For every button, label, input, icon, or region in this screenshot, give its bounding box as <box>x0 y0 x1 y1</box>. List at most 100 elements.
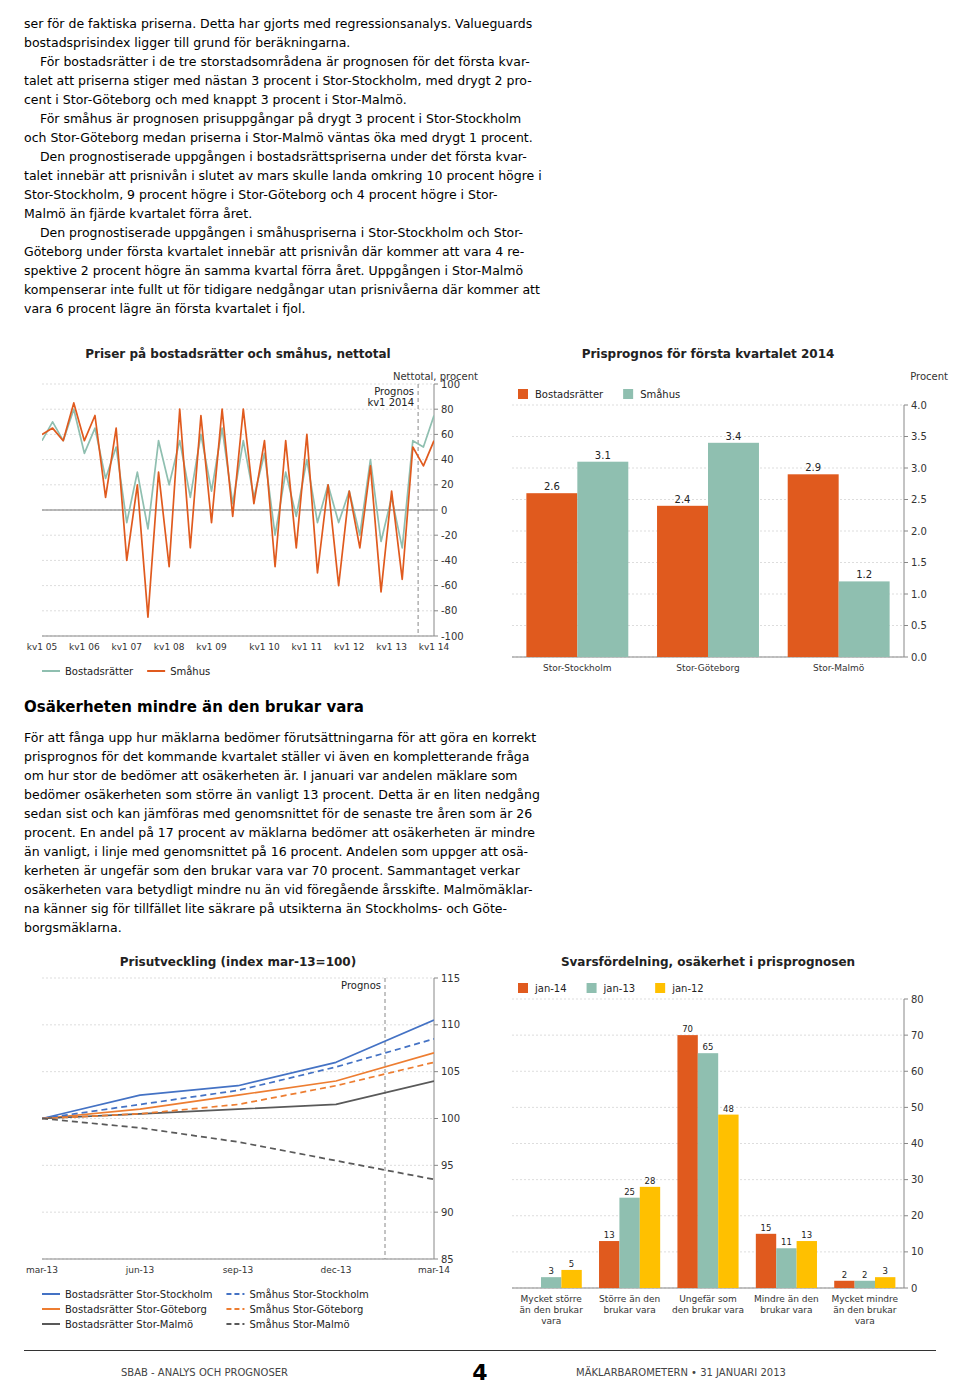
data-label: 2.4 <box>675 494 691 505</box>
bar <box>776 1248 796 1288</box>
y-tick-label: 0.5 <box>911 620 927 631</box>
data-label: 2.9 <box>805 462 821 473</box>
legend-item: Bostadsrätter Stor-Göteborg <box>42 1304 207 1315</box>
chart-title: Prisutveckling (index mar-13=100) <box>120 955 356 969</box>
grid-line <box>42 636 434 637</box>
y-tick <box>434 384 438 385</box>
footer-number: 4 <box>430 1360 530 1385</box>
legend-swatch <box>226 1308 244 1310</box>
y-axis <box>904 405 905 657</box>
legend-item: Bostadsrätter Stor-Malmö <box>42 1319 193 1330</box>
legend-label: Småhus Stor-Stockholm <box>249 1288 368 1300</box>
bar <box>875 1277 895 1288</box>
legend: Bostadsrätter Småhus <box>518 388 680 400</box>
grid-line <box>42 409 434 410</box>
series-line <box>42 1081 434 1118</box>
x-tick-label: kv1 08 <box>154 642 185 652</box>
y-tick-label: 110 <box>441 1019 460 1030</box>
legend: Bostadsrätter Småhus <box>42 665 210 677</box>
text-line: Malmö än fjärde kvartalet förra året. <box>24 204 936 223</box>
text-line: osäkerheten vara betydligt mindre nu än … <box>24 880 936 899</box>
y-tick-label: 95 <box>441 1160 454 1171</box>
x-tick-label: Mycket störreän den brukarvara <box>520 1294 584 1326</box>
y-tick <box>434 636 438 637</box>
y-tick-label: 80 <box>441 404 454 415</box>
y-tick <box>434 434 438 435</box>
grid-line <box>42 1024 434 1025</box>
page: ser för de faktiska priserna. Detta har … <box>0 0 960 1400</box>
bar <box>526 493 577 657</box>
y-axis-label: Nettotal, procent <box>393 371 478 382</box>
y-tick-label: 115 <box>441 973 460 984</box>
plot-area <box>541 1035 895 1288</box>
chart-title: Svarsfördelning, osäkerhet i prisprognos… <box>561 955 855 969</box>
y-tick <box>904 562 908 563</box>
annotation: Prognos <box>341 980 381 991</box>
grid-line <box>42 560 434 561</box>
legend-label: Bostadsrätter <box>65 666 134 677</box>
legend-swatch <box>42 670 60 672</box>
legend-swatch <box>42 1323 60 1325</box>
bar <box>599 1241 619 1288</box>
legend-swatch <box>655 983 665 993</box>
bar <box>521 1288 541 1289</box>
data-label: 3 <box>882 1266 887 1276</box>
bar <box>788 474 839 657</box>
y-axis <box>434 384 435 636</box>
zero-line <box>42 510 434 511</box>
legend-item: jan-13 <box>587 983 636 994</box>
bar <box>640 1187 660 1288</box>
data-label: 25 <box>624 1187 635 1197</box>
grid-line <box>42 434 434 435</box>
data-label: 65 <box>703 1042 714 1052</box>
y-tick <box>904 1107 908 1108</box>
y-tick-label: 40 <box>441 454 454 465</box>
legend-item: Småhus <box>623 388 680 400</box>
y-tick-label: 50 <box>911 1102 924 1113</box>
legend-label: Småhus <box>170 665 210 677</box>
y-tick-label: 3.5 <box>911 431 927 442</box>
x-tick-label: Ungefär somden brukar vara <box>672 1294 744 1315</box>
grid-line <box>42 1071 434 1072</box>
text-line: sedan sist och kan jämföras med genomsni… <box>24 804 936 823</box>
legend-label: jan-14 <box>534 983 567 994</box>
y-tick <box>434 1259 438 1260</box>
x-tick-label: kv1 07 <box>111 642 142 652</box>
x-tick-label: Stor-Malmö <box>813 663 865 673</box>
data-label: 11 <box>781 1237 792 1247</box>
y-tick-label: 85 <box>441 1254 454 1265</box>
legend-item: jan-14 <box>518 983 567 994</box>
legend-swatch <box>147 670 165 672</box>
grid-line <box>512 1035 904 1036</box>
grid-line <box>42 1118 434 1119</box>
y-tick-label: -40 <box>441 555 457 566</box>
text-line: Den prognostiserade uppgången i bostadsr… <box>24 147 936 166</box>
legend-label: Bostadsrätter Stor-Göteborg <box>65 1304 207 1315</box>
y-tick <box>904 1288 908 1289</box>
text-line: För bostadsrätter i de tre storstadsområ… <box>24 52 936 71</box>
plot-area <box>42 384 434 636</box>
data-label: 3 <box>548 1266 553 1276</box>
y-tick <box>904 499 908 500</box>
y-tick-label: 20 <box>441 479 454 490</box>
data-label: 15 <box>761 1223 772 1233</box>
y-tick-label: -60 <box>441 580 457 591</box>
y-tick-label: 2.0 <box>911 526 927 537</box>
x-tick-label: Mindre än denbrukar vara <box>754 1294 819 1315</box>
data-label: 13 <box>604 1230 615 1240</box>
grid-line <box>42 1212 434 1213</box>
bar <box>839 581 890 657</box>
y-tick-label: 0.0 <box>911 652 927 663</box>
legend-item: Bostadsrätter <box>518 389 604 400</box>
x-tick-label: kv1 05 <box>27 642 58 652</box>
grid-line <box>512 405 904 406</box>
y-tick-label: 100 <box>441 1113 460 1124</box>
grid-line <box>42 585 434 586</box>
y-tick-label: 30 <box>911 1174 924 1185</box>
section-title: Osäkerheten mindre än den brukar vara <box>24 698 364 716</box>
legend-swatch <box>226 1293 244 1295</box>
bar <box>561 1270 581 1288</box>
grid-line <box>42 384 434 385</box>
bar <box>677 1035 697 1288</box>
bar <box>708 443 759 657</box>
